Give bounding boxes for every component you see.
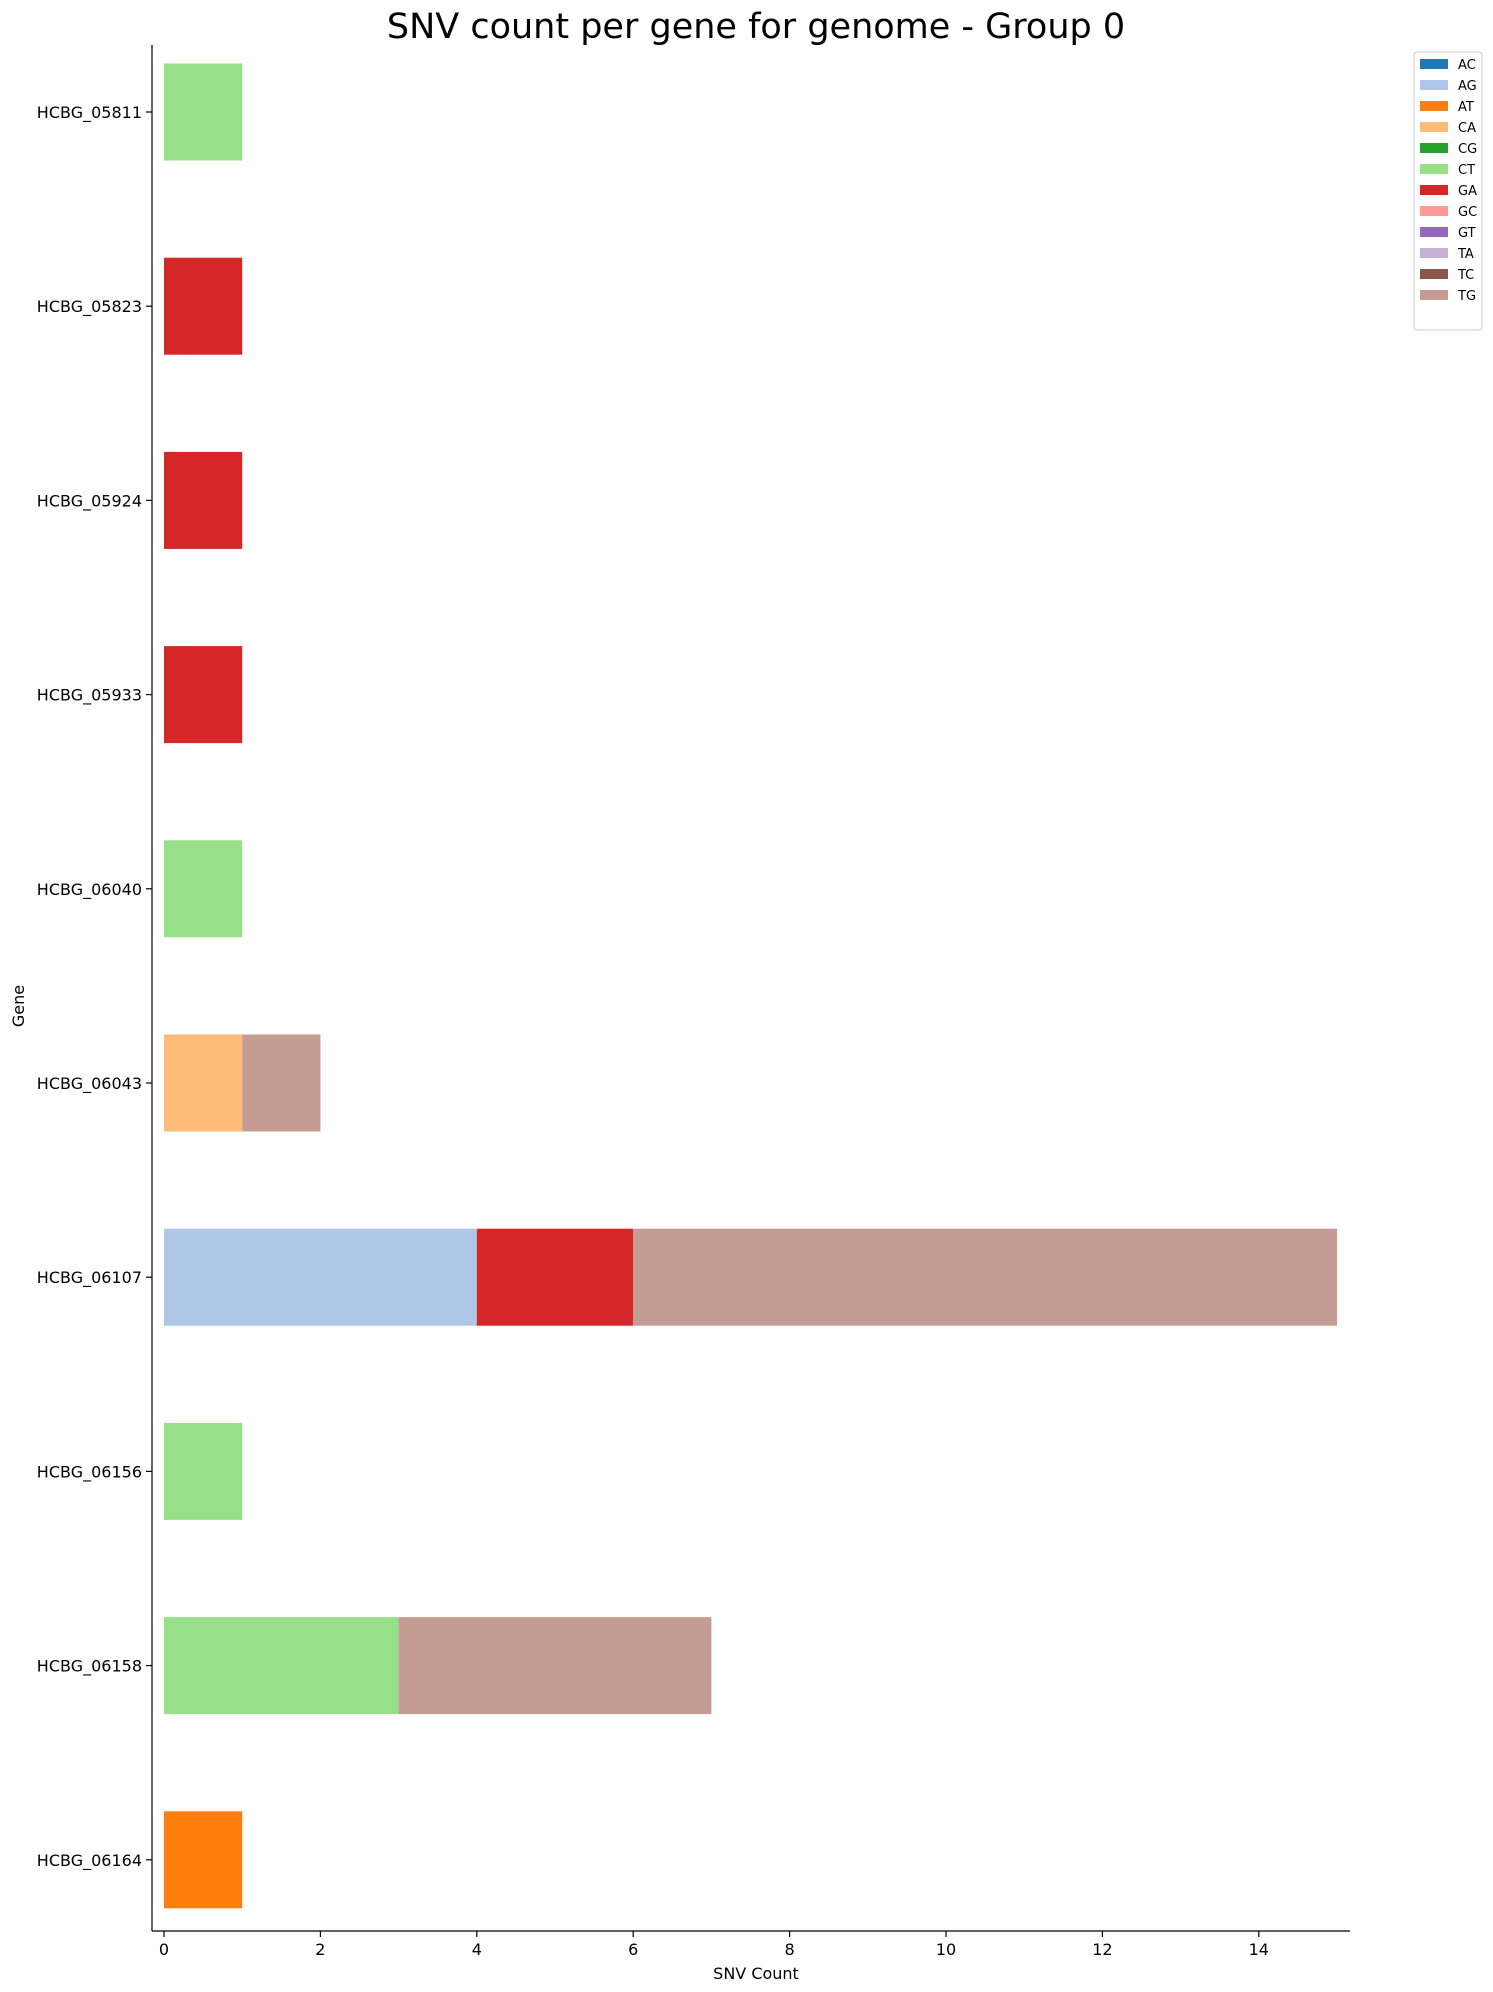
- y-tick-label: HCBG_06158: [37, 1657, 142, 1677]
- legend-label-ca: CA: [1458, 121, 1476, 136]
- x-tick-label: 12: [1092, 1940, 1112, 1959]
- x-axis-ticks: 0 2 4 6 8 10 12 14: [159, 1931, 1269, 1959]
- bar-hcbg_06107-tg: [633, 1228, 1337, 1326]
- y-tick-label: HCBG_06040: [37, 880, 142, 900]
- legend-label-ag: AG: [1458, 79, 1477, 94]
- bar-hcbg_06107-ga: [476, 1228, 634, 1326]
- legend-label-gc: GC: [1458, 205, 1477, 220]
- x-tick-label: 4: [472, 1940, 482, 1959]
- legend-label-ga: GA: [1458, 184, 1477, 199]
- bar-hcbg_06158-ct: [164, 1617, 399, 1715]
- y-axis-label: Gene: [9, 985, 28, 1027]
- legend-swatch-ag: [1420, 80, 1448, 90]
- legend-label-at: AT: [1458, 100, 1474, 115]
- x-tick-label: 2: [315, 1940, 325, 1959]
- x-tick-label: 10: [936, 1940, 956, 1959]
- bar-hcbg_05811-ct: [164, 63, 243, 161]
- y-tick-label: HCBG_05811: [37, 103, 142, 123]
- legend-label-ac: AC: [1458, 58, 1476, 73]
- y-axis-ticks: HCBG_05811 HCBG_05823 HCBG_05924 HCBG_05933…: [37, 103, 152, 1871]
- x-tick-label: 0: [159, 1940, 169, 1959]
- legend-label-ta: TA: [1457, 247, 1474, 262]
- bars-layer: [164, 63, 1337, 1909]
- legend-label-ct: CT: [1458, 163, 1475, 178]
- x-tick-label: 8: [785, 1940, 795, 1959]
- y-tick-label: HCBG_05924: [37, 491, 142, 511]
- legend-label-cg: CG: [1458, 142, 1477, 157]
- bar-hcbg_06164-at: [164, 1811, 243, 1909]
- bar-hcbg_06158-tg: [398, 1617, 712, 1715]
- legend-label-tg: TG: [1457, 289, 1476, 304]
- y-tick-label: HCBG_06156: [37, 1462, 142, 1482]
- legend-swatch-ga: [1420, 185, 1448, 195]
- bar-hcbg_05924-ga: [164, 451, 243, 549]
- x-tick-label: 6: [628, 1940, 638, 1959]
- y-tick-label: HCBG_05823: [37, 297, 142, 317]
- legend-swatch-ca: [1420, 122, 1448, 132]
- bar-hcbg_06043-tg: [242, 1034, 321, 1132]
- bar-hcbg_05933-ga: [164, 646, 243, 744]
- legend-swatch-cg: [1420, 143, 1448, 153]
- legend-swatch-tg: [1420, 290, 1448, 300]
- legend-swatch-tc: [1420, 269, 1448, 279]
- x-tick-label: 14: [1249, 1940, 1269, 1959]
- bar-hcbg_05823-ga: [164, 257, 243, 355]
- y-tick-label: HCBG_06107: [37, 1268, 142, 1288]
- chart-title: SNV count per gene for genome - Group 0: [387, 7, 1125, 47]
- bar-hcbg_06107-ag: [164, 1228, 477, 1326]
- legend-swatch-at: [1420, 101, 1448, 111]
- y-tick-label: HCBG_05933: [37, 686, 142, 706]
- legend-label-tc: TC: [1457, 268, 1474, 283]
- bar-hcbg_06043-ca: [164, 1034, 243, 1132]
- x-axis-label: SNV Count: [713, 1964, 799, 1983]
- legend: AC AG AT CA CG CT GA GC GT TA TC TG: [1413, 51, 1483, 331]
- y-tick-label: HCBG_06043: [37, 1074, 142, 1094]
- legend-swatch-gt: [1420, 227, 1448, 237]
- bar-hcbg_06156-ct: [164, 1422, 243, 1520]
- legend-swatch-ta: [1420, 248, 1448, 258]
- bar-hcbg_06040-ct: [164, 840, 243, 938]
- legend-swatch-ct: [1420, 164, 1448, 174]
- legend-swatch-gc: [1420, 206, 1448, 216]
- y-tick-label: HCBG_06164: [37, 1851, 142, 1871]
- legend-swatch-ac: [1420, 59, 1448, 69]
- legend-label-gt: GT: [1458, 226, 1476, 241]
